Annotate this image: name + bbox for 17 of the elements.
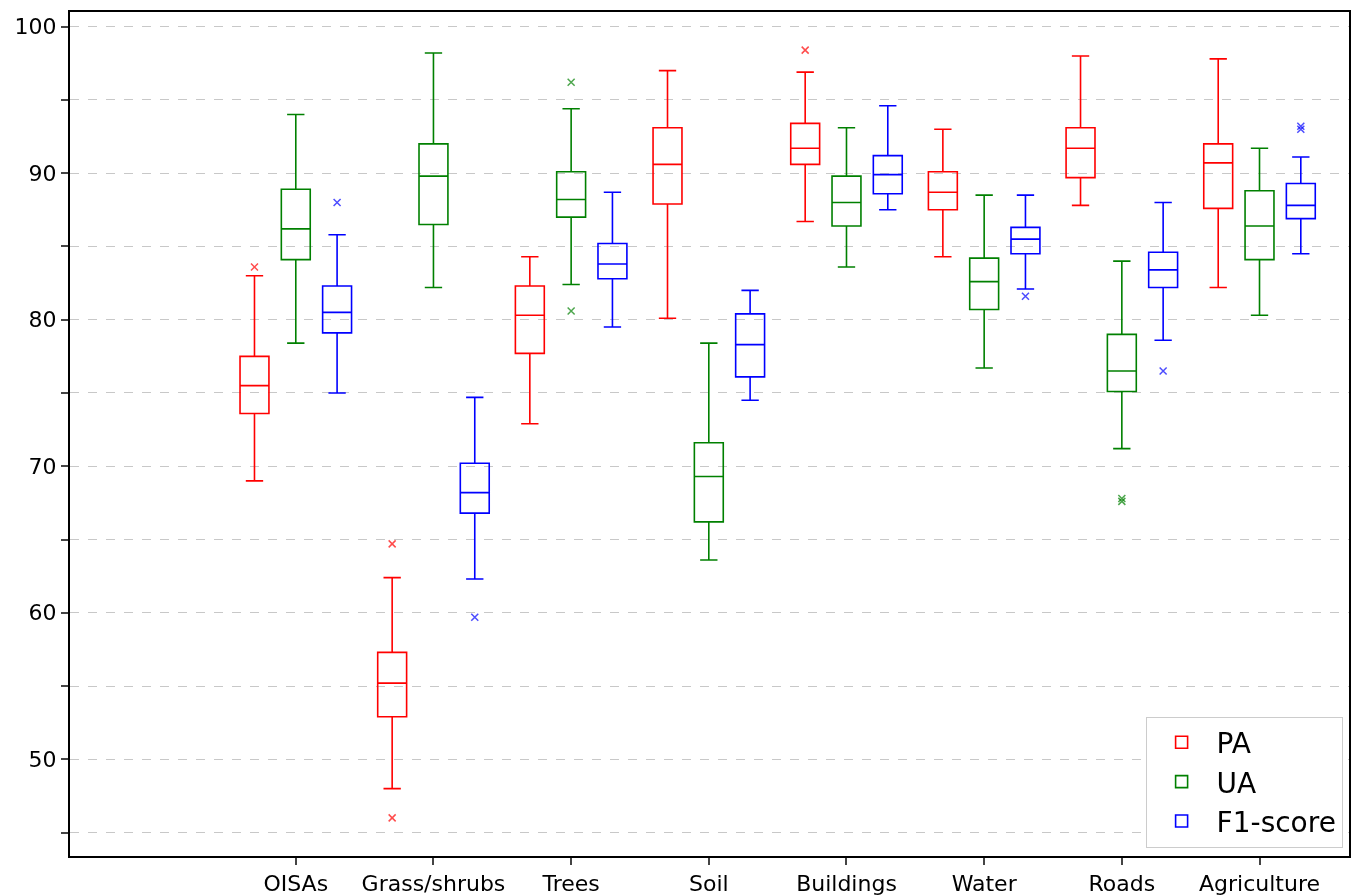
x-tick-label: Soil [688,871,729,896]
y-tick-label: 100 [14,14,57,40]
x-tick-label: OISAs [263,871,329,896]
legend-label: PA [1216,727,1251,761]
y-tick-label: 60 [28,600,57,626]
x-tick-label: Agriculture [1199,871,1321,896]
x-tick-label: Trees [541,871,600,896]
x-tick-label: Buildings [796,871,897,896]
legend-label: UA [1216,766,1257,800]
y-tick-label: 80 [28,307,57,333]
x-tick-label: Grass/shrubs [361,871,506,896]
y-tick-label: 50 [28,746,57,772]
y-tick-label: 90 [28,160,57,186]
x-tick-label: Roads [1088,871,1156,896]
x-tick-label: Water [951,871,1018,896]
y-tick-label: 70 [28,453,57,479]
legend-label: F1-score [1216,805,1336,839]
